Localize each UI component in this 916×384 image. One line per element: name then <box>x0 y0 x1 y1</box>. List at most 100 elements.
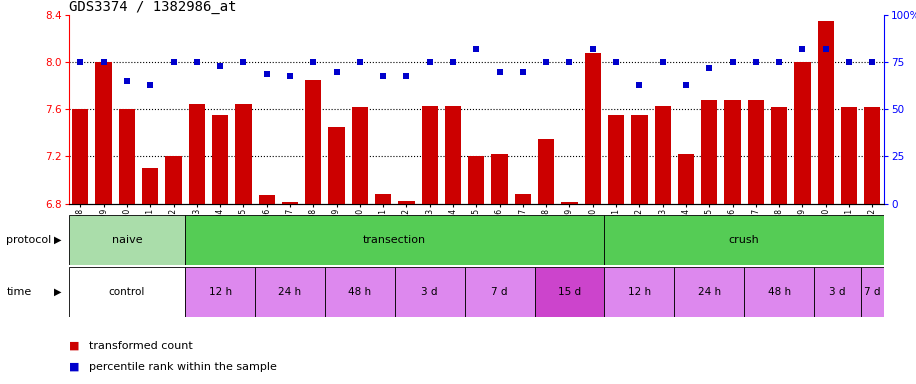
Point <box>748 59 763 65</box>
Point <box>96 59 111 65</box>
Point <box>818 46 833 52</box>
Point <box>492 69 507 75</box>
Point <box>213 63 227 69</box>
Bar <box>814 267 861 317</box>
Text: transection: transection <box>364 235 426 245</box>
Text: 7 d: 7 d <box>864 287 880 297</box>
Text: 24 h: 24 h <box>278 287 301 297</box>
Text: 3 d: 3 d <box>829 287 845 297</box>
Point <box>143 82 158 88</box>
Point <box>539 59 553 65</box>
Bar <box>605 267 674 317</box>
Point <box>120 78 135 84</box>
Point <box>376 73 390 79</box>
Point <box>679 82 693 88</box>
Bar <box>305 80 322 204</box>
Text: control: control <box>109 287 145 297</box>
Bar <box>725 100 741 204</box>
Bar <box>584 53 601 204</box>
Text: naive: naive <box>112 235 142 245</box>
Bar <box>235 104 252 204</box>
Point <box>842 59 856 65</box>
Bar <box>395 267 464 317</box>
Bar <box>535 267 605 317</box>
Bar <box>375 194 391 204</box>
Bar <box>282 202 298 204</box>
Point <box>73 59 88 65</box>
Point <box>725 59 740 65</box>
Point <box>865 59 879 65</box>
Point <box>422 59 437 65</box>
Text: time: time <box>6 287 32 297</box>
Text: 15 d: 15 d <box>558 287 581 297</box>
Bar <box>185 215 605 265</box>
Text: 24 h: 24 h <box>698 287 721 297</box>
Text: 7 d: 7 d <box>491 287 507 297</box>
Point <box>655 59 670 65</box>
Text: protocol: protocol <box>6 235 51 245</box>
Bar <box>655 106 671 204</box>
Point <box>469 46 484 52</box>
Point <box>702 65 716 71</box>
Bar <box>255 267 325 317</box>
Point <box>516 69 530 75</box>
Bar <box>744 267 814 317</box>
Bar <box>861 267 884 317</box>
Point <box>772 59 787 65</box>
Text: crush: crush <box>729 235 759 245</box>
Bar <box>608 115 624 204</box>
Point <box>446 59 461 65</box>
Bar <box>468 157 485 204</box>
Bar <box>95 62 112 204</box>
Point <box>562 59 577 65</box>
Bar <box>398 201 415 204</box>
Point <box>585 46 600 52</box>
Bar <box>678 154 694 204</box>
Text: 3 d: 3 d <box>421 287 438 297</box>
Bar <box>771 107 787 204</box>
Bar <box>185 267 255 317</box>
Point <box>236 59 251 65</box>
Bar <box>258 195 275 204</box>
Bar <box>631 115 648 204</box>
Bar <box>69 215 185 265</box>
Text: GDS3374 / 1382986_at: GDS3374 / 1382986_at <box>69 0 236 14</box>
Bar <box>325 267 395 317</box>
Bar <box>492 154 507 204</box>
Bar <box>818 21 834 204</box>
Point <box>609 59 624 65</box>
Bar <box>421 106 438 204</box>
Text: 48 h: 48 h <box>768 287 791 297</box>
Text: 12 h: 12 h <box>209 287 232 297</box>
Point <box>190 59 204 65</box>
Bar <box>72 109 89 204</box>
Bar <box>538 139 554 204</box>
Bar <box>794 62 811 204</box>
Bar <box>674 267 744 317</box>
Bar <box>445 106 461 204</box>
Bar <box>329 127 344 204</box>
Bar <box>864 107 880 204</box>
Bar <box>352 107 368 204</box>
Bar <box>69 267 185 317</box>
Bar <box>515 194 531 204</box>
Point <box>353 59 367 65</box>
Text: ▶: ▶ <box>54 235 61 245</box>
Bar <box>142 168 158 204</box>
Bar <box>166 157 181 204</box>
Point <box>283 73 298 79</box>
Bar <box>562 202 578 204</box>
Point <box>166 59 180 65</box>
Bar <box>605 215 884 265</box>
Text: ▶: ▶ <box>54 287 61 297</box>
Bar <box>701 100 717 204</box>
Bar <box>212 115 228 204</box>
Bar <box>747 100 764 204</box>
Bar <box>189 104 205 204</box>
Text: transformed count: transformed count <box>89 341 192 351</box>
Point <box>632 82 647 88</box>
Bar <box>841 107 857 204</box>
Point <box>795 46 810 52</box>
Bar <box>464 267 535 317</box>
Text: percentile rank within the sample: percentile rank within the sample <box>89 362 277 372</box>
